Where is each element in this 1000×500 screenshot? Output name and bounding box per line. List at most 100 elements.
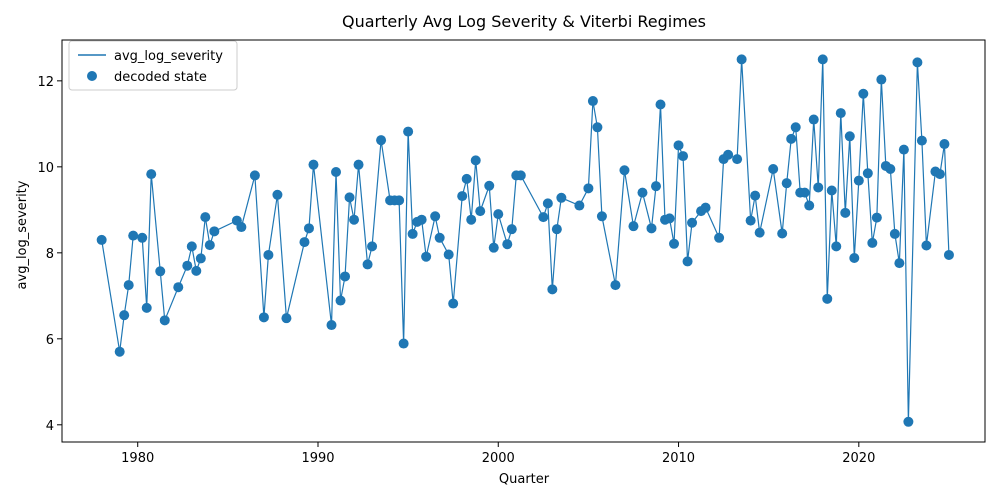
data-point	[867, 237, 878, 248]
data-point	[678, 151, 689, 162]
data-point	[470, 155, 481, 166]
data-point	[894, 258, 905, 269]
data-point	[506, 224, 517, 235]
data-point	[587, 96, 598, 107]
data-point	[299, 237, 310, 248]
data-point	[700, 202, 711, 213]
data-point	[200, 212, 211, 223]
data-point	[281, 313, 292, 324]
legend-entry-line: avg_log_severity	[114, 49, 223, 64]
legend-box	[68, 40, 238, 91]
data-point	[682, 256, 693, 267]
data-point	[628, 221, 639, 232]
x-tick-label: 2000	[482, 451, 515, 466]
data-point	[398, 338, 409, 349]
data-point	[331, 166, 342, 177]
data-point	[119, 310, 130, 321]
data-point	[515, 170, 526, 181]
data-point	[502, 239, 513, 250]
data-point	[493, 209, 504, 220]
data-point	[443, 249, 454, 260]
data-point	[799, 187, 810, 198]
plot-area	[96, 54, 954, 427]
data-point	[353, 159, 364, 170]
data-point	[186, 241, 197, 252]
data-point	[646, 223, 657, 234]
data-point	[448, 298, 459, 309]
data-point	[768, 163, 779, 174]
data-point	[885, 163, 896, 174]
data-point	[655, 99, 666, 110]
data-point	[457, 191, 468, 202]
data-point	[750, 190, 761, 201]
data-point	[912, 57, 923, 68]
x-axis: 1980 1990 2000 2010 2020	[121, 442, 875, 466]
data-point	[195, 253, 206, 264]
data-point	[146, 169, 157, 180]
data-point	[362, 259, 373, 270]
data-point	[204, 240, 215, 251]
legend-marker-swatch	[87, 71, 97, 81]
data-point	[745, 215, 756, 226]
data-point	[826, 185, 837, 196]
data-point	[831, 241, 842, 252]
data-point	[376, 135, 387, 146]
data-point	[687, 217, 698, 228]
data-point	[466, 214, 477, 225]
data-point	[943, 249, 954, 260]
data-point	[898, 144, 909, 155]
x-tick-label: 1980	[121, 451, 154, 466]
data-point	[723, 149, 734, 160]
data-point	[159, 315, 170, 326]
data-point	[840, 207, 851, 218]
data-point	[781, 178, 792, 189]
data-point	[538, 212, 549, 223]
data-point	[421, 251, 432, 262]
y-tick-label: 4	[46, 419, 54, 434]
data-point	[858, 88, 869, 99]
data-point	[732, 154, 743, 165]
y-tick-label: 6	[46, 333, 54, 348]
data-point	[182, 260, 193, 271]
data-point	[939, 139, 950, 150]
data-point	[335, 295, 346, 306]
data-point	[610, 280, 621, 291]
data-point	[137, 232, 148, 243]
data-point	[736, 54, 747, 65]
data-point	[367, 241, 378, 252]
data-point	[326, 320, 337, 331]
chart-title: Quarterly Avg Log Severity & Viterbi Reg…	[342, 12, 706, 31]
data-point	[258, 312, 269, 323]
data-point	[403, 126, 414, 137]
data-point	[547, 284, 558, 295]
data-point	[637, 187, 648, 198]
data-point	[484, 180, 495, 191]
data-point	[236, 222, 247, 233]
data-point	[822, 293, 833, 304]
plot-frame	[61, 39, 986, 443]
y-axis: 4 6 8 10 12	[37, 75, 62, 434]
series-line	[101, 59, 950, 422]
data-point	[123, 280, 134, 291]
y-axis-label: avg_log_severity	[15, 180, 30, 289]
data-point	[407, 228, 418, 239]
data-point	[871, 212, 882, 223]
data-point	[619, 165, 630, 176]
data-point	[394, 195, 405, 206]
data-point	[808, 114, 819, 125]
data-point	[349, 214, 360, 225]
data-point	[556, 192, 567, 203]
data-point	[249, 170, 260, 181]
data-point	[903, 416, 914, 427]
data-point	[777, 228, 788, 239]
data-point	[673, 140, 684, 151]
data-point	[853, 175, 864, 186]
data-point	[542, 198, 553, 209]
legend-entry-scatter: decoded state	[114, 70, 207, 85]
legend: avg_log_severity decoded state	[68, 40, 238, 91]
data-point	[272, 189, 283, 200]
data-point	[862, 168, 873, 179]
data-point	[114, 346, 125, 357]
data-point	[263, 249, 274, 260]
